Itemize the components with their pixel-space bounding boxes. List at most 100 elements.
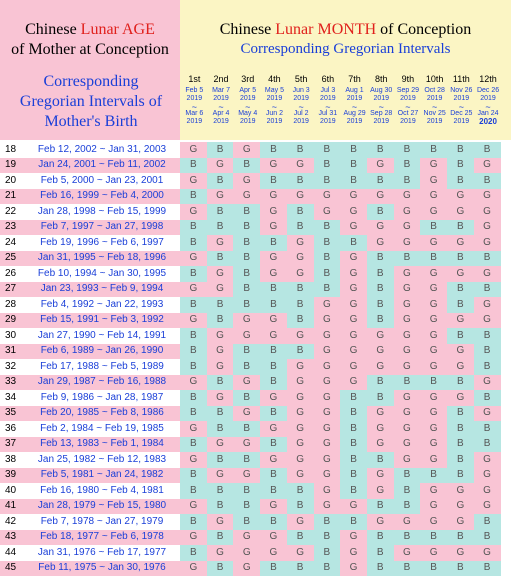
gender-cell: G (207, 190, 234, 201)
gender-cell: B (180, 190, 207, 201)
month-end-date: Nov 25 (421, 110, 448, 118)
gender-cell: G (180, 376, 207, 387)
gender-cell: B (340, 144, 367, 155)
month-end-date: Jun 2 (261, 110, 288, 118)
gender-cell: G (394, 361, 421, 372)
gender-cell: B (180, 299, 207, 310)
gender-cell: G (394, 206, 421, 217)
month-end-year: 2019 (208, 118, 235, 126)
gender-cell: B (180, 159, 207, 170)
gender-cell: B (314, 144, 341, 155)
gender-cell: B (260, 144, 287, 155)
month-header-subtitle: Corresponding Gregorian Intervals (180, 40, 511, 58)
gender-cell: B (287, 175, 314, 186)
birth-interval: Feb 7, 1997 ~ Jan 27, 1998 (24, 221, 180, 232)
gender-cell: G (394, 221, 421, 232)
gender-cell: G (233, 531, 260, 542)
gender-cell: G (287, 330, 314, 341)
gender-cell: G (207, 438, 234, 449)
gender-cell: B (314, 562, 341, 573)
gender-cell: G (340, 345, 367, 356)
gender-cell: B (474, 330, 501, 341)
gender-cell: G (314, 361, 341, 372)
gender-cell: B (340, 159, 367, 170)
gender-cell: B (340, 516, 367, 527)
gender-cell: B (207, 423, 234, 434)
age-title-line2: of Mother at Conception (11, 41, 169, 58)
gender-cell: B (447, 454, 474, 465)
gender-cell: B (260, 361, 287, 372)
gender-cell: G (260, 314, 287, 325)
gender-cell: G (394, 314, 421, 325)
gender-cell: G (367, 330, 394, 341)
mother-age: 38 (5, 454, 25, 465)
gender-cell: G (420, 330, 447, 341)
gender-cell: G (287, 423, 314, 434)
gender-cell: G (447, 547, 474, 558)
gender-cell: B (207, 314, 234, 325)
mother-age: 31 (5, 345, 25, 356)
gender-cell: G (340, 547, 367, 558)
gender-cell: G (260, 454, 287, 465)
gender-cell: B (447, 283, 474, 294)
mother-age: 41 (5, 500, 25, 511)
gender-cell: G (207, 237, 234, 248)
gender-cell: B (260, 345, 287, 356)
gender-cell: B (207, 562, 234, 573)
gender-cell: B (287, 500, 314, 511)
gender-cell: G (474, 237, 501, 248)
gender-cell: G (394, 423, 421, 434)
gender-cell: B (474, 345, 501, 356)
gender-cell: G (367, 485, 394, 496)
gender-cell: B (287, 345, 314, 356)
gender-cell: G (233, 330, 260, 341)
age-sub-line3: Mother's Birth (44, 113, 137, 130)
gender-cell: G (420, 407, 447, 418)
gender-cell: G (394, 438, 421, 449)
gender-cell: G (420, 547, 447, 558)
gender-cell: G (420, 454, 447, 465)
gender-cell: G (207, 469, 234, 480)
age-sub-line2: Gregorian Intervals of (20, 93, 162, 110)
birth-interval: Jan 31, 1995 ~ Feb 18, 1996 (24, 252, 180, 263)
gender-cell: G (367, 423, 394, 434)
birth-interval: Jan 28, 1979 ~ Feb 15, 1980 (24, 500, 180, 511)
gender-cell: G (420, 438, 447, 449)
month-ordinal: 12th (475, 73, 502, 85)
gender-cell: G (233, 175, 260, 186)
month-ordinal: 7th (341, 73, 368, 85)
birth-interval: Feb 13, 1983 ~ Feb 1, 1984 (24, 438, 180, 449)
gender-cell: B (394, 159, 421, 170)
month-ordinal: 8th (368, 73, 395, 85)
gender-cell: B (233, 516, 260, 527)
gender-cell: B (394, 500, 421, 511)
gender-cell: B (233, 237, 260, 248)
gender-cell: B (233, 221, 260, 232)
gender-cell: B (180, 485, 207, 496)
gender-cell: G (287, 237, 314, 248)
gender-cell: B (340, 423, 367, 434)
gender-cell: G (180, 144, 207, 155)
gender-cell: G (340, 252, 367, 263)
gender-cell: B (180, 516, 207, 527)
gender-cell: G (394, 516, 421, 527)
gender-cell: G (260, 206, 287, 217)
gender-cell: B (180, 268, 207, 279)
gender-cell: G (447, 237, 474, 248)
mother-age: 19 (5, 159, 25, 170)
age-sub-line1: Corresponding (43, 73, 138, 90)
month-ordinal: 1st (181, 73, 208, 85)
gender-cell: B (260, 237, 287, 248)
mother-age: 21 (5, 190, 25, 201)
gender-cell: B (340, 438, 367, 449)
gender-cell: G (420, 345, 447, 356)
month-end-year: 2019 (368, 118, 395, 126)
gender-cell: G (474, 268, 501, 279)
gender-cell: G (180, 562, 207, 573)
gender-cell: B (367, 268, 394, 279)
gender-cell: G (394, 454, 421, 465)
